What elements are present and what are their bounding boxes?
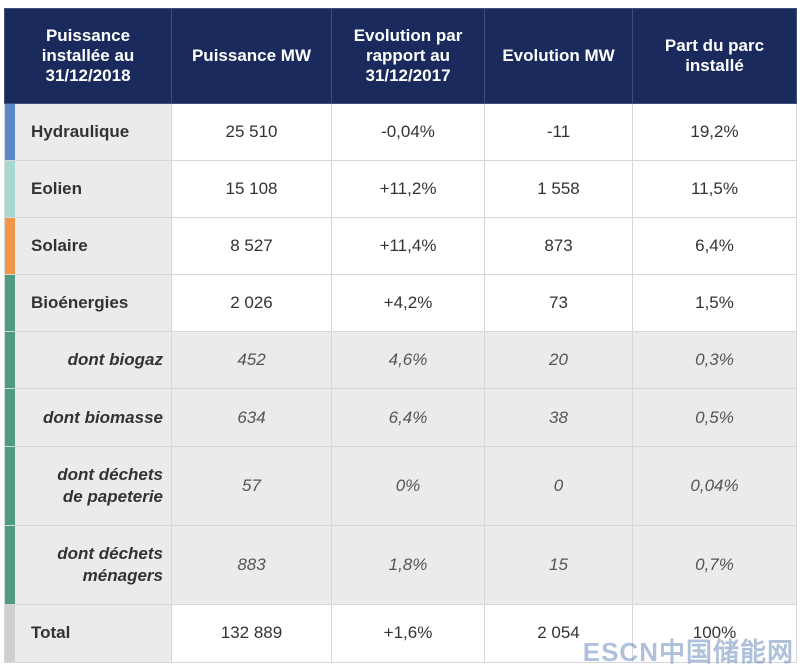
row-label: Total (31, 623, 71, 643)
table-row: Total 132 889 +1,6% 2 054 100% (4, 603, 797, 664)
category-color-bar (5, 525, 15, 604)
capacity-table: Puissance installée au 31/12/2018 Puissa… (4, 8, 797, 664)
puissance-cell: 634 (171, 388, 332, 447)
category-color-bar (5, 604, 15, 662)
category-color-bar (5, 332, 15, 389)
row-label: Solaire (31, 236, 88, 256)
part-cell: 19,2% (632, 102, 797, 162)
row-label: dont déchets de papeterie (57, 464, 163, 506)
evolution-pct-cell: 6,4% (331, 388, 485, 447)
evolution-mw-cell: -11 (484, 102, 633, 162)
table-row: dont déchets ménagers 883 1,8% 15 0,7% (4, 524, 797, 605)
puissance-cell: 25 510 (171, 102, 332, 162)
part-cell: 0,3% (632, 331, 797, 390)
category-color-bar (5, 104, 15, 161)
row-label-cell: Hydraulique (4, 102, 172, 162)
row-label-cell: dont déchets ménagers (4, 524, 172, 605)
row-label-cell: dont biomasse (4, 388, 172, 447)
table-row: Bioénergies 2 026 +4,2% 73 1,5% (4, 274, 797, 333)
header-category: Puissance installée au 31/12/2018 (4, 8, 172, 104)
part-cell: 6,4% (632, 217, 797, 276)
part-cell: 11,5% (632, 160, 797, 219)
part-cell: 0,5% (632, 388, 797, 447)
part-cell: 1,5% (632, 274, 797, 333)
header-evolution-mw: Evolution MW (484, 8, 633, 104)
row-label-cell: Bioénergies (4, 274, 172, 333)
row-label: Eolien (31, 179, 83, 199)
puissance-cell: 15 108 (171, 160, 332, 219)
evolution-pct-cell: +1,6% (331, 603, 485, 664)
table-row: dont biogaz 452 4,6% 20 0,3% (4, 331, 797, 390)
table-row: Solaire 8 527 +11,4% 873 6,4% (4, 217, 797, 276)
puissance-cell: 883 (171, 524, 332, 605)
part-cell: 100% (632, 603, 797, 664)
evolution-mw-cell: 20 (484, 331, 633, 390)
row-label: dont biogaz (67, 350, 163, 370)
category-color-bar (5, 446, 15, 525)
evolution-mw-cell: 873 (484, 217, 633, 276)
row-label: dont déchets ménagers (57, 543, 163, 585)
category-color-bar (5, 218, 15, 275)
part-cell: 0,7% (632, 524, 797, 605)
evolution-mw-cell: 0 (484, 445, 633, 526)
category-color-bar (5, 275, 15, 332)
row-label: Hydraulique (31, 122, 130, 142)
header-puissance: Puissance MW (171, 8, 332, 104)
evolution-mw-cell: 73 (484, 274, 633, 333)
category-color-bar (5, 161, 15, 218)
evolution-mw-cell: 1 558 (484, 160, 633, 219)
evolution-mw-cell: 15 (484, 524, 633, 605)
evolution-pct-cell: 1,8% (331, 524, 485, 605)
part-cell: 0,04% (632, 445, 797, 526)
puissance-cell: 8 527 (171, 217, 332, 276)
evolution-pct-cell: 0% (331, 445, 485, 526)
evolution-pct-cell: 4,6% (331, 331, 485, 390)
table-row: dont déchets de papeterie 57 0% 0 0,04% (4, 445, 797, 526)
category-color-bar (5, 389, 15, 446)
puissance-cell: 132 889 (171, 603, 332, 664)
table-row: Hydraulique 25 510 -0,04% -11 19,2% (4, 102, 797, 162)
evolution-pct-cell: +4,2% (331, 274, 485, 333)
row-label-cell: Total (4, 603, 172, 664)
evolution-mw-cell: 38 (484, 388, 633, 447)
table-header-row: Puissance installée au 31/12/2018 Puissa… (4, 8, 797, 104)
row-label-cell: Solaire (4, 217, 172, 276)
evolution-mw-cell: 2 054 (484, 603, 633, 664)
row-label: Bioénergies (31, 293, 129, 313)
row-label-cell: Eolien (4, 160, 172, 219)
evolution-pct-cell: +11,2% (331, 160, 485, 219)
row-label: dont biomasse (43, 407, 163, 427)
table-row: dont biomasse 634 6,4% 38 0,5% (4, 388, 797, 447)
header-part-parc: Part du parc installé (632, 8, 797, 104)
row-label-cell: dont biogaz (4, 331, 172, 390)
table-row: Eolien 15 108 +11,2% 1 558 11,5% (4, 160, 797, 219)
evolution-pct-cell: -0,04% (331, 102, 485, 162)
puissance-cell: 2 026 (171, 274, 332, 333)
evolution-pct-cell: +11,4% (331, 217, 485, 276)
puissance-cell: 452 (171, 331, 332, 390)
row-label-cell: dont déchets de papeterie (4, 445, 172, 526)
header-evolution-pct: Evolution par rapport au 31/12/2017 (331, 8, 485, 104)
puissance-cell: 57 (171, 445, 332, 526)
watermark: ESCN中国储能网 (582, 637, 794, 667)
